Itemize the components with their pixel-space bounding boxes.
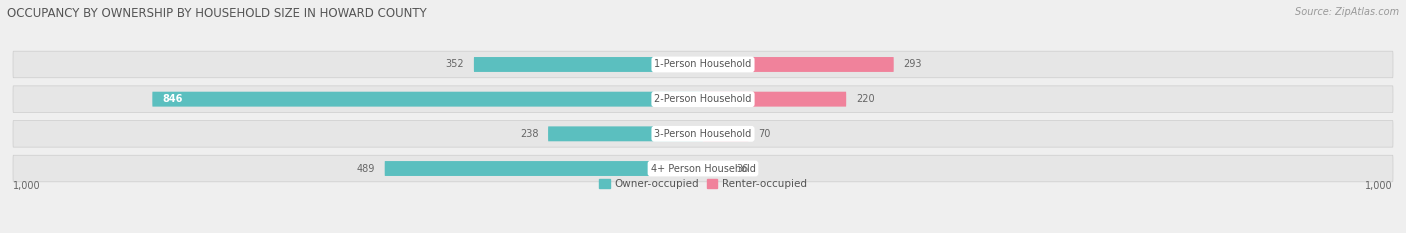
Text: 1,000: 1,000 bbox=[1365, 181, 1393, 191]
FancyBboxPatch shape bbox=[703, 161, 727, 176]
Text: 846: 846 bbox=[162, 94, 183, 104]
Text: 2-Person Household: 2-Person Household bbox=[654, 94, 752, 104]
Text: 36: 36 bbox=[737, 164, 748, 174]
Legend: Owner-occupied, Renter-occupied: Owner-occupied, Renter-occupied bbox=[595, 175, 811, 193]
Text: 489: 489 bbox=[357, 164, 375, 174]
Text: 3-Person Household: 3-Person Household bbox=[654, 129, 752, 139]
Text: 238: 238 bbox=[520, 129, 538, 139]
Text: 1-Person Household: 1-Person Household bbox=[654, 59, 752, 69]
FancyBboxPatch shape bbox=[474, 57, 703, 72]
Text: OCCUPANCY BY OWNERSHIP BY HOUSEHOLD SIZE IN HOWARD COUNTY: OCCUPANCY BY OWNERSHIP BY HOUSEHOLD SIZE… bbox=[7, 7, 427, 20]
FancyBboxPatch shape bbox=[385, 161, 703, 176]
Text: Source: ZipAtlas.com: Source: ZipAtlas.com bbox=[1295, 7, 1399, 17]
FancyBboxPatch shape bbox=[152, 92, 703, 107]
FancyBboxPatch shape bbox=[548, 126, 703, 141]
FancyBboxPatch shape bbox=[703, 126, 748, 141]
FancyBboxPatch shape bbox=[13, 51, 1393, 78]
FancyBboxPatch shape bbox=[13, 86, 1393, 113]
Text: 70: 70 bbox=[758, 129, 770, 139]
Text: 220: 220 bbox=[856, 94, 875, 104]
Text: 293: 293 bbox=[904, 59, 922, 69]
Text: 4+ Person Household: 4+ Person Household bbox=[651, 164, 755, 174]
FancyBboxPatch shape bbox=[13, 155, 1393, 182]
FancyBboxPatch shape bbox=[703, 57, 894, 72]
FancyBboxPatch shape bbox=[13, 120, 1393, 147]
FancyBboxPatch shape bbox=[703, 92, 846, 107]
Text: 352: 352 bbox=[446, 59, 464, 69]
Text: 1,000: 1,000 bbox=[13, 181, 41, 191]
